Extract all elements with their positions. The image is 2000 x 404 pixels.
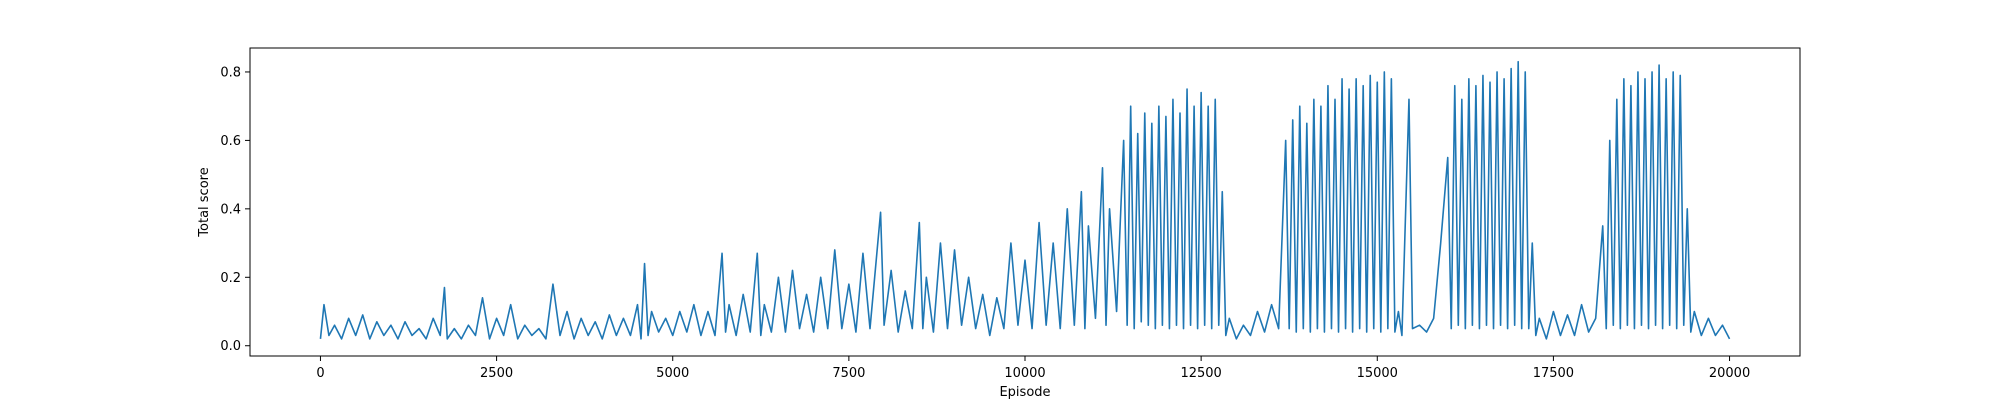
y-tick-label: 0.8	[220, 65, 241, 80]
x-axis: 0 2500 5000 7500 10000 12500 15000 17500 20000	[316, 356, 1750, 381]
y-tick-label: 0.2	[220, 271, 241, 286]
x-tick-label: 2500	[480, 366, 513, 381]
x-tick-label: 12500	[1180, 366, 1221, 381]
x-tick-label: 17500	[1533, 366, 1574, 381]
series-line-0	[319, 60, 1731, 340]
x-tick-label: 10000	[1004, 366, 1045, 381]
plot-background	[250, 48, 1800, 356]
x-tick-label: 5000	[656, 366, 689, 381]
x-axis-label: Episode	[999, 385, 1050, 400]
series-layer	[319, 60, 1731, 340]
x-tick-label: 15000	[1357, 366, 1398, 381]
y-axis: 0.0 0.2 0.4 0.6 0.8	[220, 65, 250, 354]
y-tick-label: 0.6	[220, 134, 241, 149]
x-tick-label: 0	[316, 366, 324, 381]
x-tick-label: 7500	[832, 366, 865, 381]
y-tick-label: 0.0	[220, 339, 241, 354]
y-axis-label: Total score	[197, 167, 212, 237]
y-tick-label: 0.4	[220, 202, 241, 217]
x-tick-label: 20000	[1709, 366, 1750, 381]
